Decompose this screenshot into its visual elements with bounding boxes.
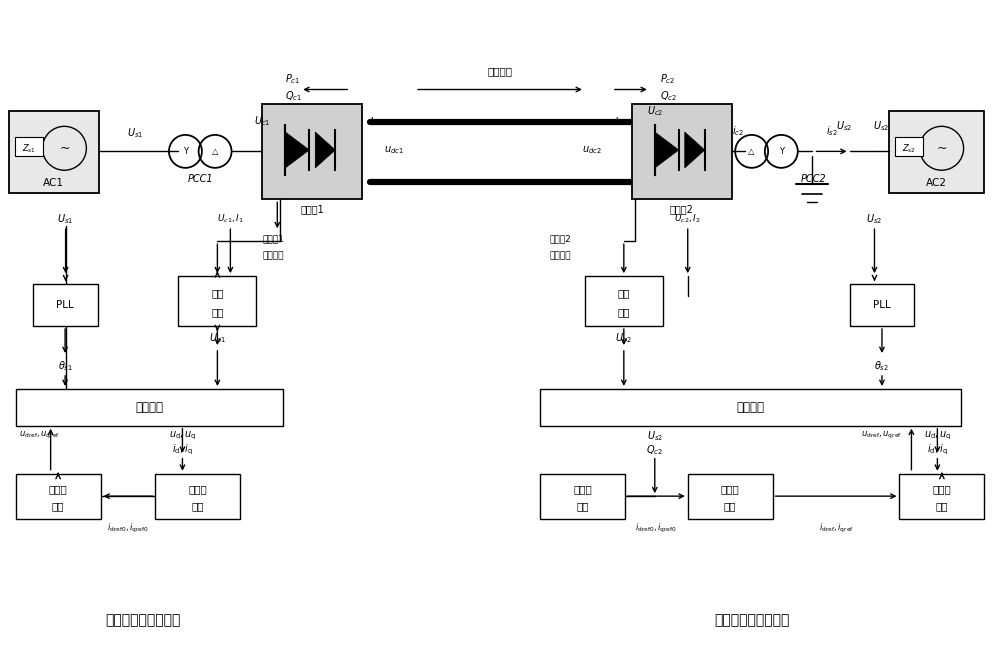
Bar	[16, 474, 101, 519]
Text: +: +	[611, 115, 622, 128]
Bar	[850, 284, 914, 326]
Text: 换流站２的控制系统: 换流站２的控制系统	[714, 613, 789, 627]
Text: $U_{s2}$: $U_{s2}$	[647, 429, 663, 443]
Text: 内环控: 内环控	[49, 485, 67, 494]
Text: $Z_{s1}$: $Z_{s1}$	[22, 142, 36, 155]
Text: $U_{s2}$: $U_{s2}$	[866, 212, 883, 226]
Text: $\theta_{s2}$: $\theta_{s2}$	[874, 359, 890, 373]
Text: PLL: PLL	[873, 300, 891, 310]
Bar	[262, 104, 362, 199]
Polygon shape	[285, 132, 309, 168]
Text: 附加控: 附加控	[721, 485, 740, 494]
Bar	[15, 137, 43, 157]
Text: +: +	[367, 115, 377, 128]
Text: $i_{\rm d}, i_{\rm q}$: $i_{\rm d}, i_{\rm q}$	[927, 443, 948, 457]
Text: $U_{c1}$: $U_{c1}$	[254, 114, 271, 128]
Bar	[540, 389, 961, 426]
Text: $i_{c2}$: $i_{c2}$	[732, 124, 744, 138]
Text: △: △	[748, 147, 755, 156]
Text: 制器: 制器	[936, 501, 948, 511]
Polygon shape	[655, 132, 679, 168]
Text: 触发信号: 触发信号	[550, 252, 571, 260]
Bar	[155, 474, 240, 519]
Text: 触发信号: 触发信号	[262, 252, 284, 260]
Text: 换流站2: 换流站2	[550, 235, 572, 244]
Text: 坐标变换: 坐标变换	[135, 401, 163, 414]
Text: $Q_{c1}$: $Q_{c1}$	[285, 90, 302, 103]
Bar	[540, 474, 625, 519]
Bar	[9, 112, 99, 193]
Polygon shape	[315, 132, 335, 168]
Text: $U_{c2}, I_2$: $U_{c2}, I_2$	[674, 213, 701, 225]
Text: 内环控: 内环控	[933, 485, 951, 494]
Text: $i_{\rm d}, i_{\rm q}$: $i_{\rm d}, i_{\rm q}$	[172, 443, 193, 457]
Text: $P_{c1}$: $P_{c1}$	[285, 73, 301, 87]
Bar	[889, 112, 984, 193]
Text: $Z_{s2}$: $Z_{s2}$	[902, 142, 916, 155]
Text: $\theta_{s1}$: $\theta_{s1}$	[58, 359, 73, 373]
Text: 外环控: 外环控	[189, 485, 207, 494]
Text: $Q_{c2}$: $Q_{c2}$	[646, 443, 663, 457]
Text: 制器: 制器	[724, 501, 736, 511]
Text: $U_{c2}$: $U_{c2}$	[647, 104, 663, 118]
Text: $i_{\rm dref0}, i_{\rm qref0}$: $i_{\rm dref0}, i_{\rm qref0}$	[107, 522, 149, 535]
Text: PCC1: PCC1	[187, 175, 213, 184]
Text: −: −	[366, 175, 379, 190]
Text: 制器: 制器	[192, 501, 204, 511]
Text: 坐标变换: 坐标变换	[737, 401, 765, 414]
Text: 调制: 调制	[211, 289, 224, 299]
Text: $u_{\rm d}, u_{\rm q}$: $u_{\rm d}, u_{\rm q}$	[924, 430, 951, 442]
Text: 换流站1: 换流站1	[262, 235, 284, 244]
Text: 换流站1: 换流站1	[300, 204, 324, 214]
Text: $u_{\rm d}, u_{\rm q}$: $u_{\rm d}, u_{\rm q}$	[169, 430, 196, 442]
Bar	[899, 474, 984, 519]
Bar	[33, 284, 98, 326]
Text: Y: Y	[779, 147, 784, 156]
Text: △: △	[212, 147, 218, 156]
Text: ~: ~	[59, 141, 70, 155]
Text: 环节: 环节	[211, 307, 224, 317]
Text: $U_{c1}, I_1$: $U_{c1}, I_1$	[217, 213, 244, 225]
Text: $U_{s1}$: $U_{s1}$	[127, 126, 144, 140]
Text: 外环控: 外环控	[573, 485, 592, 494]
Text: 换流站2: 换流站2	[670, 204, 694, 214]
Text: PLL: PLL	[56, 300, 74, 310]
Text: 环节: 环节	[618, 307, 630, 317]
Text: $i_{\rm dref0}, i_{\rm qref0}$: $i_{\rm dref0}, i_{\rm qref0}$	[635, 522, 677, 535]
Bar	[585, 276, 663, 326]
Text: 功率方向: 功率方向	[488, 67, 512, 77]
Text: $i_{s2}$: $i_{s2}$	[826, 124, 837, 138]
Text: AC2: AC2	[926, 178, 947, 188]
Text: $u_{dc2}$: $u_{dc2}$	[582, 144, 602, 156]
Text: $U_{s2}$: $U_{s2}$	[836, 120, 853, 134]
Bar	[895, 137, 923, 157]
Text: 制器: 制器	[52, 501, 64, 511]
Bar	[688, 474, 773, 519]
Bar	[178, 276, 256, 326]
Text: $u_{\rm dref}, u_{\rm qref}$: $u_{\rm dref}, u_{\rm qref}$	[861, 430, 901, 442]
Text: AC1: AC1	[43, 178, 64, 188]
Text: $P_{c2}$: $P_{c2}$	[660, 73, 675, 87]
Text: $u_{\rm dref}, u_{\rm qref}$: $u_{\rm dref}, u_{\rm qref}$	[19, 430, 60, 442]
Text: $i_{\rm dref}, i_{\rm qref}$: $i_{\rm dref}, i_{\rm qref}$	[819, 522, 853, 535]
Text: $U_{o1}$: $U_{o1}$	[209, 331, 226, 345]
Text: 调制: 调制	[618, 289, 630, 299]
Polygon shape	[685, 132, 705, 168]
Text: $u_{dc1}$: $u_{dc1}$	[384, 144, 404, 156]
Text: ~: ~	[936, 141, 947, 155]
Text: Y: Y	[183, 147, 188, 156]
Text: $U_{s1}$: $U_{s1}$	[57, 212, 74, 226]
Text: $U_{o2}$: $U_{o2}$	[615, 331, 632, 345]
Bar	[632, 104, 732, 199]
Bar	[16, 389, 283, 426]
Text: $U_{s2}$: $U_{s2}$	[873, 120, 890, 134]
Text: PCC2: PCC2	[801, 175, 826, 184]
Text: 换流站１的控制系统: 换流站１的控制系统	[105, 613, 180, 627]
Text: 制器: 制器	[576, 501, 589, 511]
Text: −: −	[609, 175, 622, 190]
Text: $Q_{c2}$: $Q_{c2}$	[660, 90, 677, 103]
